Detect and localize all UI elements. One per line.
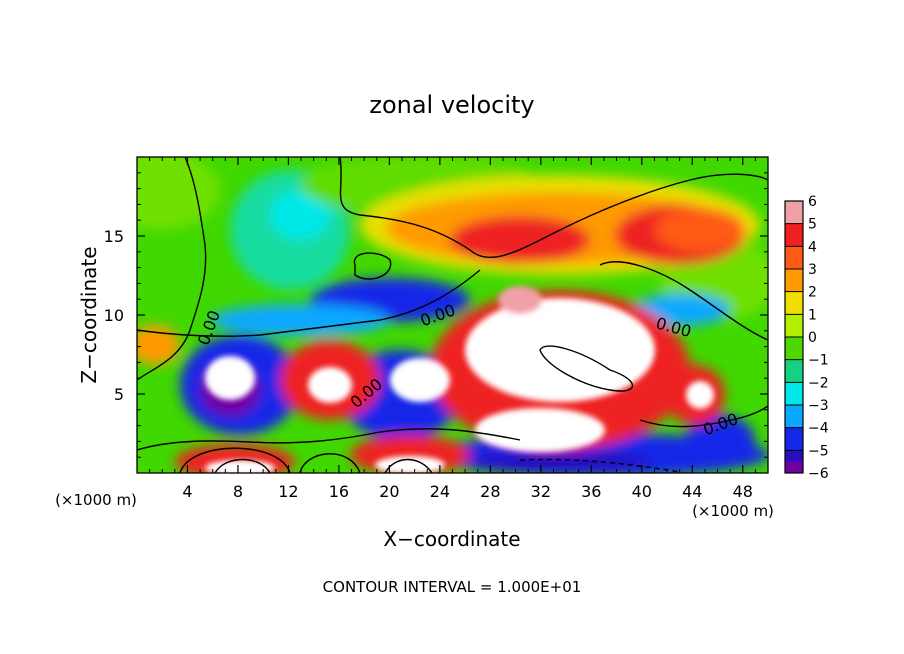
colorbar-segment: [785, 269, 803, 292]
x-tick-label: 24: [430, 482, 450, 501]
contour-interval-footer: CONTOUR INTERVAL = 1.000E+01: [323, 578, 582, 596]
x-tick-label: 40: [632, 482, 652, 501]
x-tick-label: 20: [379, 482, 399, 501]
colorbar-label: −6: [808, 466, 829, 482]
heatmap-field: 0.00 0.00 0.00 0.00 0.00: [137, 157, 768, 473]
colorbar-label: 3: [808, 262, 817, 278]
contour-zero-right-lower: [639, 405, 768, 428]
colorbar-segment: [785, 223, 803, 247]
chart-title: zonal velocity: [369, 91, 534, 119]
colorbar-label: −5: [808, 443, 829, 459]
x-unit-left: (×1000 m): [55, 491, 137, 509]
x-tick-label: 32: [531, 482, 551, 501]
colorbar-segment: [785, 246, 803, 269]
region-neg-right-lower: [685, 415, 755, 465]
x-axis-label: X−coordinate: [383, 527, 520, 551]
x-tick-label: 36: [581, 482, 601, 501]
x-tick-label: 28: [480, 482, 500, 501]
core-white-left: [205, 356, 255, 400]
region-neg-mid-light: [210, 304, 390, 336]
contour-zero-mid: [137, 269, 481, 337]
region-cyan-core: [270, 190, 330, 240]
colorbar-segment: [785, 461, 803, 473]
x-tick-label: 4: [182, 482, 192, 501]
x-tick-label: 16: [329, 482, 349, 501]
colorbar-label: 1: [808, 307, 817, 323]
colorbar-label: −1: [808, 353, 829, 369]
colorbar-label: −3: [808, 398, 829, 414]
x-tick-label: 8: [233, 482, 243, 501]
x-axis-ticks: 4 8 12 16 20 24 28 32 36 40 44 48: [149, 157, 756, 501]
colorbar-segment: [785, 314, 803, 337]
colorbar-label: −4: [808, 421, 829, 437]
contour-zero-lower-cells: [179, 447, 361, 473]
colorbar-segment: [785, 382, 803, 405]
x-tick-label: 12: [278, 482, 298, 501]
x-unit-right: (×1000 m): [692, 502, 774, 520]
y-axis-label: Z−coordinate: [77, 246, 101, 383]
colorbar-label: −2: [808, 375, 829, 391]
region-jet-red-left: [450, 216, 590, 264]
colorbar-label: 4: [808, 239, 817, 255]
x-tick-label: 48: [733, 482, 753, 501]
core-white-big: [465, 298, 655, 402]
colorbar-segment: [785, 291, 803, 315]
y-tick-label: 10: [104, 306, 124, 325]
contour-zero-upper: [339, 157, 768, 259]
core-white-center: [308, 367, 352, 403]
colorbar: 6 5 4 3 2 1 0 −1 −2 −3 −4 −5 −6: [784, 194, 829, 482]
colorbar-label: 0: [808, 330, 817, 346]
core-white-right: [686, 381, 714, 409]
core-white-bottom-mid: [375, 456, 445, 473]
colorbar-segment: [785, 405, 803, 428]
region-upper-left-green: [137, 157, 220, 230]
core-white-mid: [390, 358, 450, 402]
colorbar-label: 5: [808, 217, 817, 233]
colorbar-segment: [785, 337, 803, 360]
colorbar-segment: [785, 359, 803, 383]
core-white-bottom-left: [205, 460, 275, 473]
contour-lines: [137, 157, 768, 473]
contour-zero-lower: [137, 428, 521, 451]
region-neg-bottom-core: [470, 452, 650, 472]
colorbar-label: 6: [808, 194, 817, 210]
x-tick-label: 44: [682, 482, 702, 501]
contour-zero-island: [353, 252, 392, 280]
contour-zero-left: [137, 157, 207, 381]
contour-zero-right: [599, 261, 768, 341]
y-axis-ticks: 5 10 15: [104, 172, 768, 458]
core-pink-big: [498, 286, 542, 314]
core-white-lower: [475, 408, 605, 452]
region-jet-orange-right: [655, 208, 745, 252]
region-pos-left-edge: [137, 325, 180, 365]
contour-negative-dashed: [519, 458, 681, 473]
colorbar-label: 2: [808, 285, 817, 301]
colorbar-segment: [785, 201, 803, 224]
colorbar-segment: [785, 427, 803, 451]
y-tick-label: 15: [104, 227, 124, 246]
contour-inner-bottom: [214, 458, 433, 473]
contour-inner-big: [539, 345, 633, 392]
y-tick-label: 5: [114, 385, 124, 404]
